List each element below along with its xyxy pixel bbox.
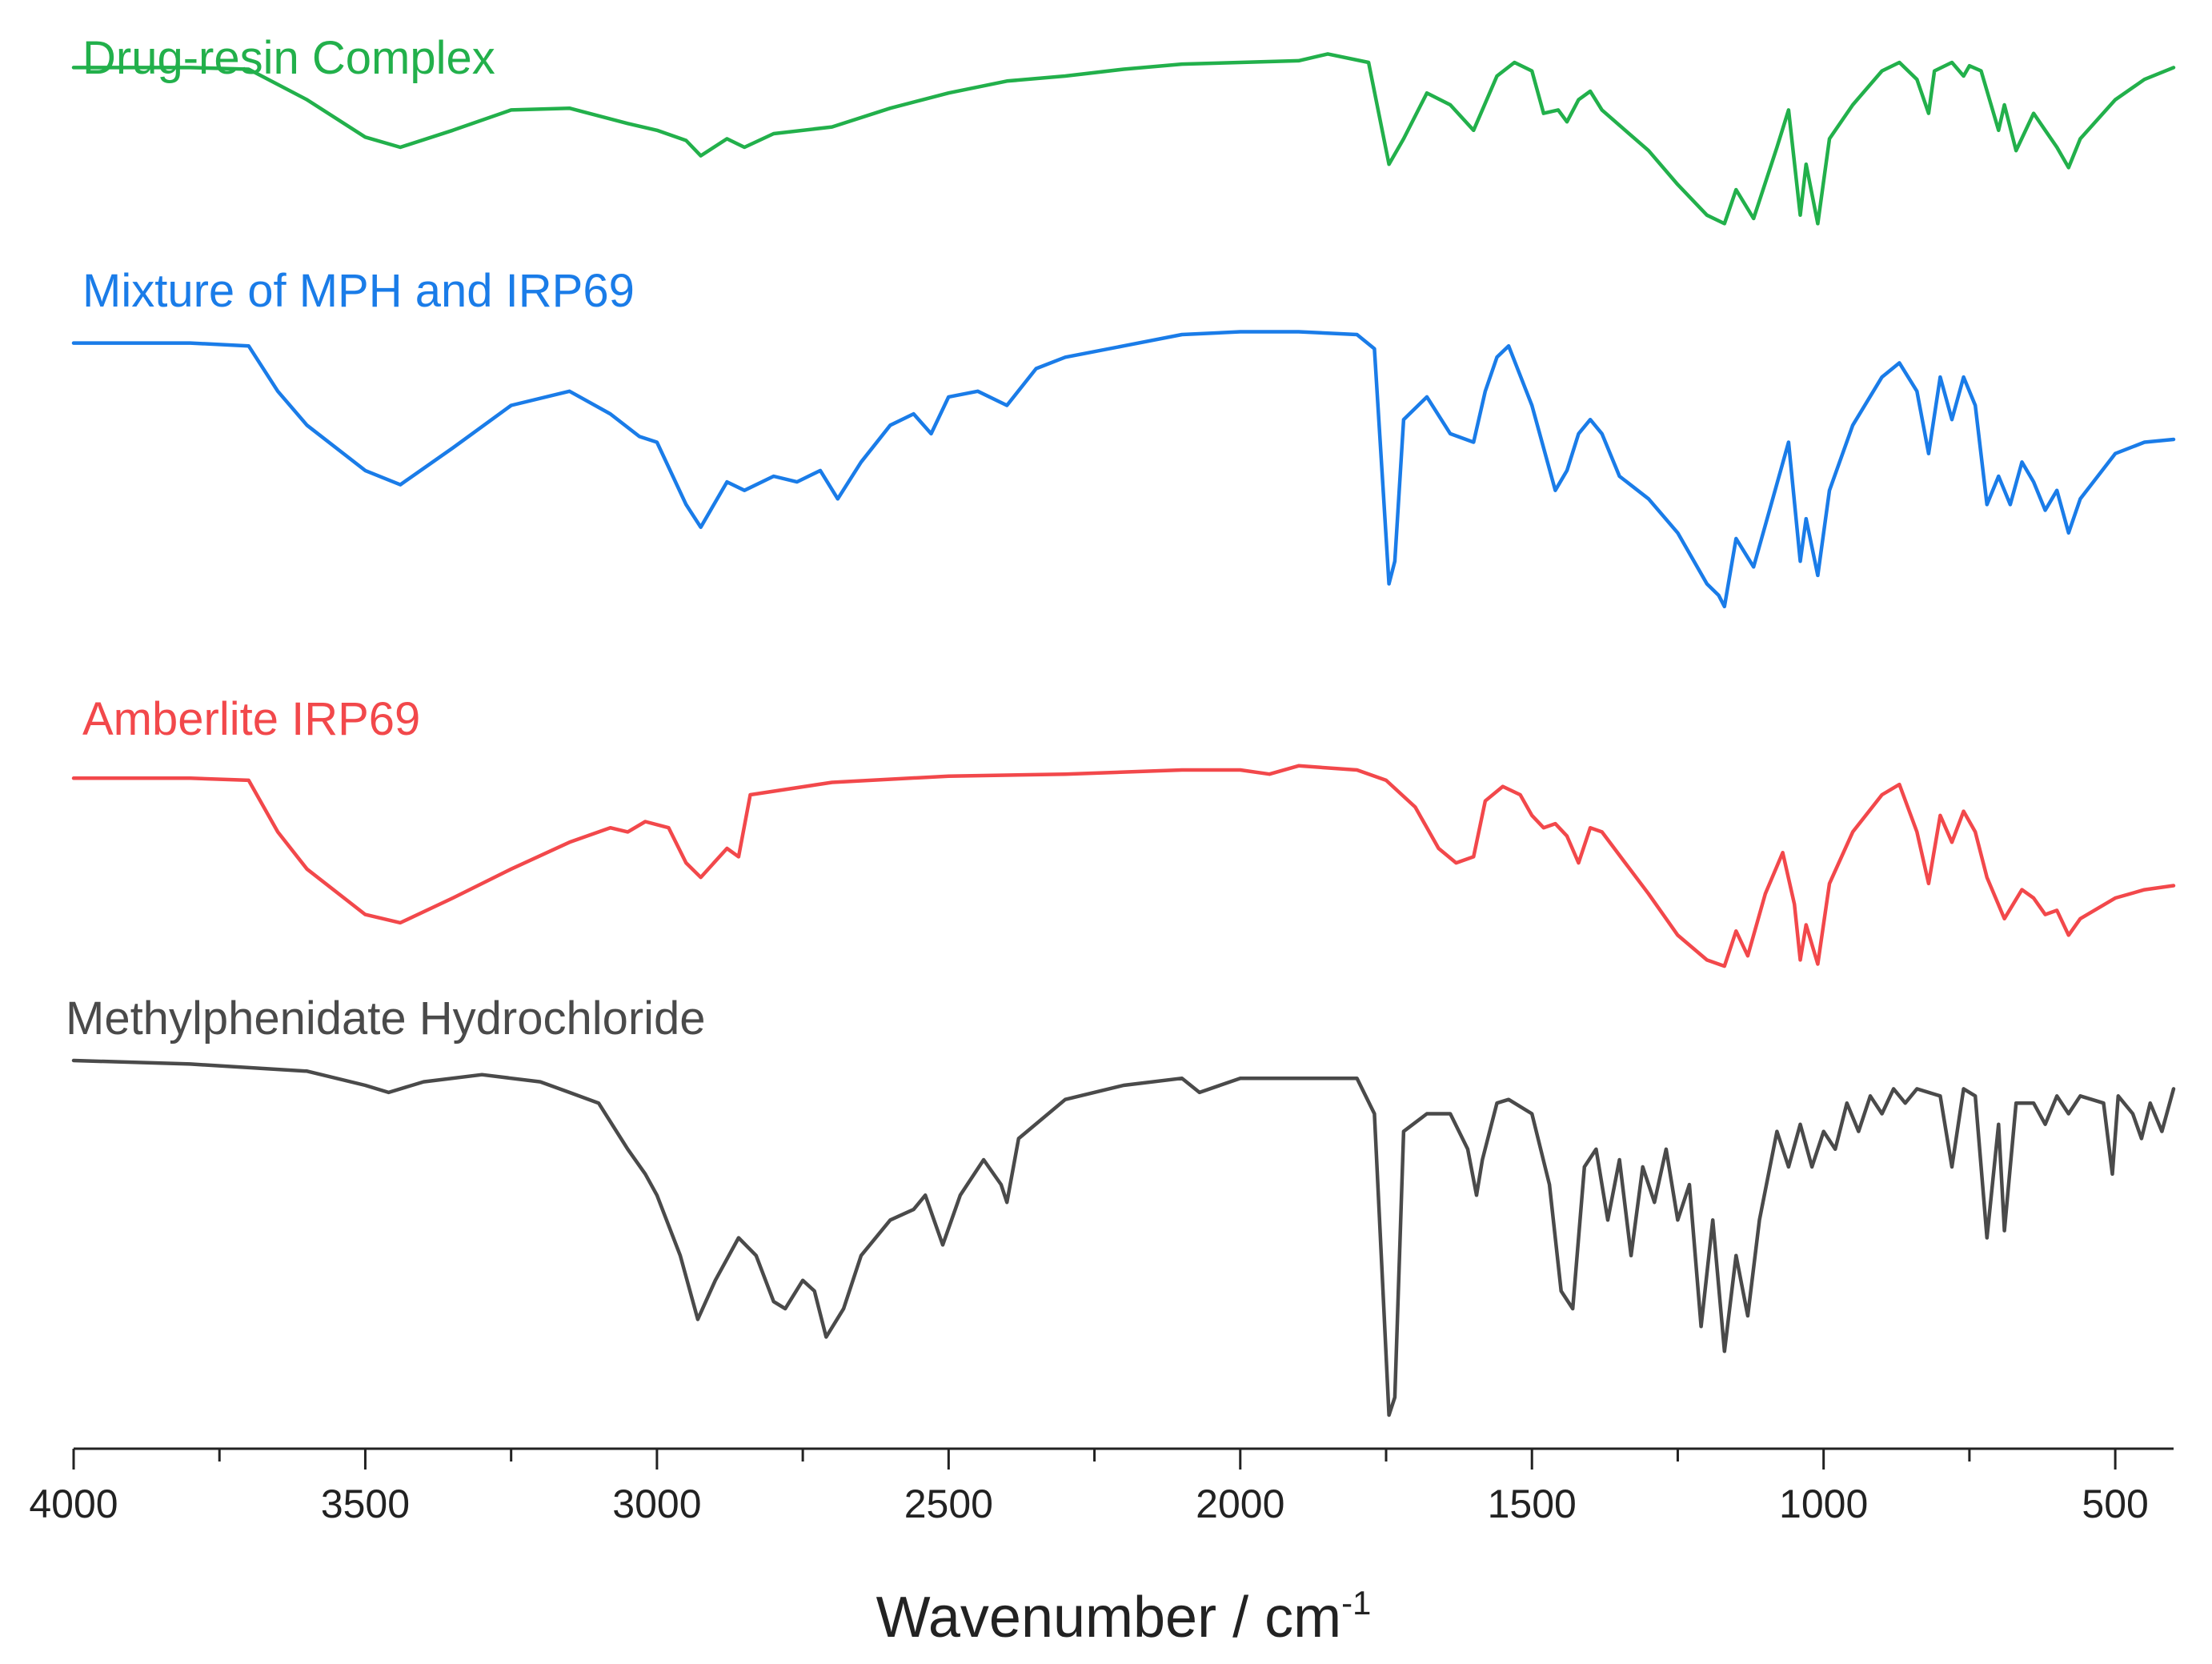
series-line-1 (71, 52, 2176, 226)
series-group (71, 52, 2176, 1417)
x-tick-label: 3000 (612, 1482, 701, 1526)
x-tick-label: 2500 (904, 1482, 993, 1526)
series-label-1: Drug-resin Complex (82, 32, 495, 84)
x-tick-label: 3500 (321, 1482, 410, 1526)
x-tick-label: 1000 (1779, 1482, 1868, 1526)
series-label-4: Methylphenidate Hydrochloride (66, 992, 706, 1045)
x-tick-label: 4000 (29, 1482, 118, 1526)
series-line-3 (71, 764, 2176, 968)
series-line-2 (71, 330, 2176, 609)
series-label-3: Amberlite IRP69 (82, 693, 420, 745)
x-tick-label: 500 (2082, 1482, 2148, 1526)
x-tick-label: 2000 (1196, 1482, 1284, 1526)
x-tick-label: 1500 (1488, 1482, 1577, 1526)
x-axis-title: Wavenumber / cm-1 (876, 1584, 1372, 1650)
x-axis-title-superscript: -1 (1341, 1584, 1371, 1622)
x-axis-ticks: 4000 3500 3000 2500 2000 1500 1000 500 (29, 1449, 2149, 1526)
series-label-2: Mixture of MPH and IRP69 (82, 265, 635, 317)
x-axis-title-text: Wavenumber / cm (876, 1586, 1341, 1650)
series-labels: Drug-resin Complex Mixture of MPH and IRP… (66, 32, 706, 1045)
x-axis: 4000 3500 3000 2500 2000 1500 1000 500 (29, 1447, 2174, 1526)
series-line-4 (71, 1058, 2176, 1417)
